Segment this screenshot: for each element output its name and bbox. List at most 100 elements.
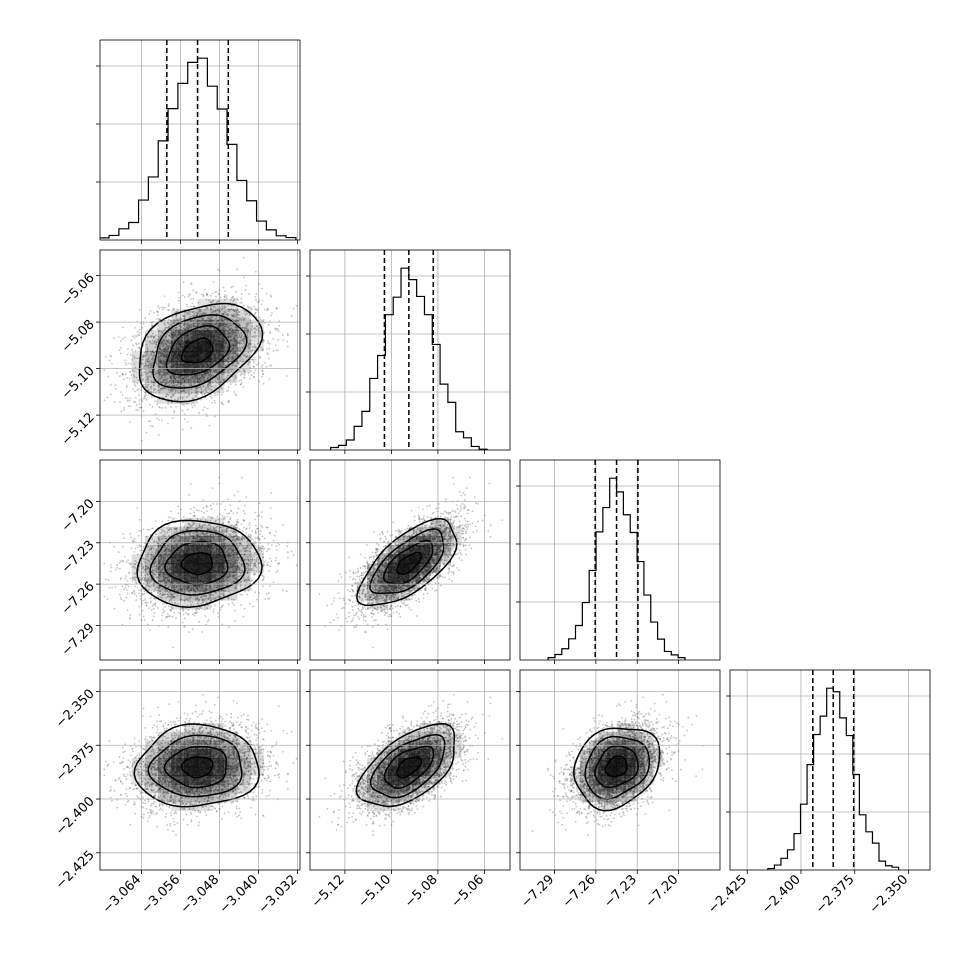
scatter-point — [236, 347, 239, 349]
scatter-point — [168, 599, 171, 602]
scatter-point — [196, 376, 199, 378]
scatter-point — [175, 329, 178, 331]
scatter-point — [243, 345, 246, 348]
scatter-point — [229, 564, 232, 567]
scatter-point — [164, 549, 167, 551]
scatter-point — [254, 346, 257, 349]
scatter-point — [123, 336, 126, 339]
scatter-point — [285, 375, 288, 377]
scatter-point — [251, 350, 253, 353]
scatter-point — [236, 511, 239, 514]
scatter-point — [151, 350, 154, 353]
scatter-point — [235, 342, 238, 345]
scatter-point — [245, 284, 248, 287]
scatter-point — [163, 593, 166, 596]
scatter-point — [265, 292, 268, 295]
scatter-point — [209, 519, 212, 522]
scatter-point — [230, 330, 233, 333]
scatter-point — [147, 388, 150, 391]
scatter-point — [166, 350, 169, 353]
scatter-point — [198, 308, 201, 311]
scatter-point — [161, 537, 164, 540]
scatter-point — [232, 344, 235, 347]
scatter-point — [232, 343, 235, 346]
scatter-point — [121, 394, 124, 397]
scatter-point — [194, 322, 197, 325]
scatter-point — [163, 379, 166, 382]
scatter-point — [168, 346, 170, 349]
scatter-point — [169, 377, 172, 380]
scatter-point — [164, 374, 167, 377]
scatter-point — [197, 323, 200, 325]
scatter-point — [269, 294, 272, 297]
scatter-point — [146, 335, 149, 338]
scatter-point — [168, 351, 170, 353]
scatter-point — [227, 337, 230, 340]
scatter-point — [126, 353, 129, 356]
density-cell — [158, 319, 172, 331]
scatter-point — [221, 306, 224, 309]
scatter-point — [230, 370, 233, 373]
scatter-point — [225, 364, 227, 367]
scatter-point — [227, 357, 230, 359]
scatter-point — [209, 305, 212, 308]
scatter-point — [187, 378, 190, 381]
scatter-point — [227, 353, 230, 356]
scatter-point — [178, 331, 181, 334]
scatter-point — [150, 370, 153, 373]
scatter-point — [227, 603, 230, 606]
scatter-point — [199, 377, 202, 380]
scatter-point — [165, 355, 168, 358]
scatter-point — [241, 360, 243, 363]
scatter-point — [193, 314, 196, 317]
scatter-point — [236, 328, 238, 331]
scatter-point — [226, 322, 229, 325]
scatter-point — [178, 385, 180, 387]
scatter-point — [164, 369, 167, 372]
scatter-point — [239, 324, 242, 327]
scatter-point — [190, 326, 193, 328]
scatter-point — [223, 378, 226, 380]
scatter-point — [181, 409, 184, 412]
scatter-point — [142, 355, 145, 358]
scatter-point — [152, 336, 155, 339]
scatter-point — [223, 305, 226, 307]
scatter-point — [234, 344, 237, 347]
scatter-point — [169, 379, 172, 382]
scatter-point — [217, 324, 219, 327]
scatter-point — [171, 337, 174, 340]
scatter-point — [221, 366, 224, 369]
scatter-point — [173, 411, 176, 414]
scatter-point — [164, 381, 167, 384]
scatter-point — [178, 325, 181, 328]
scatter-point — [180, 383, 182, 385]
scatter-point — [165, 344, 168, 346]
scatter-point — [171, 333, 173, 336]
scatter-point — [109, 393, 112, 396]
scatter-point — [257, 562, 260, 565]
scatter-point — [149, 309, 152, 312]
scatter-point — [210, 320, 213, 323]
scatter-point — [247, 589, 250, 592]
scatter-point — [146, 358, 148, 361]
scatter-point — [191, 406, 194, 409]
scatter-point — [229, 328, 231, 331]
scatter-point — [261, 370, 264, 372]
scatter-point — [190, 603, 193, 606]
scatter-point — [153, 370, 156, 373]
scatter-point — [238, 370, 240, 373]
scatter-point — [210, 319, 213, 322]
scatter-point — [153, 381, 155, 383]
scatter-point — [254, 369, 257, 372]
scatter-point — [163, 363, 166, 366]
scatter-point — [219, 324, 221, 327]
scatter-point — [122, 373, 124, 376]
scatter-point — [161, 579, 164, 582]
scatter-point — [177, 319, 180, 322]
scatter-point — [205, 601, 208, 604]
scatter-point — [204, 372, 206, 374]
scatter-point — [180, 382, 183, 384]
scatter-point — [165, 395, 168, 398]
scatter-point — [133, 390, 136, 393]
scatter-point — [124, 586, 127, 589]
